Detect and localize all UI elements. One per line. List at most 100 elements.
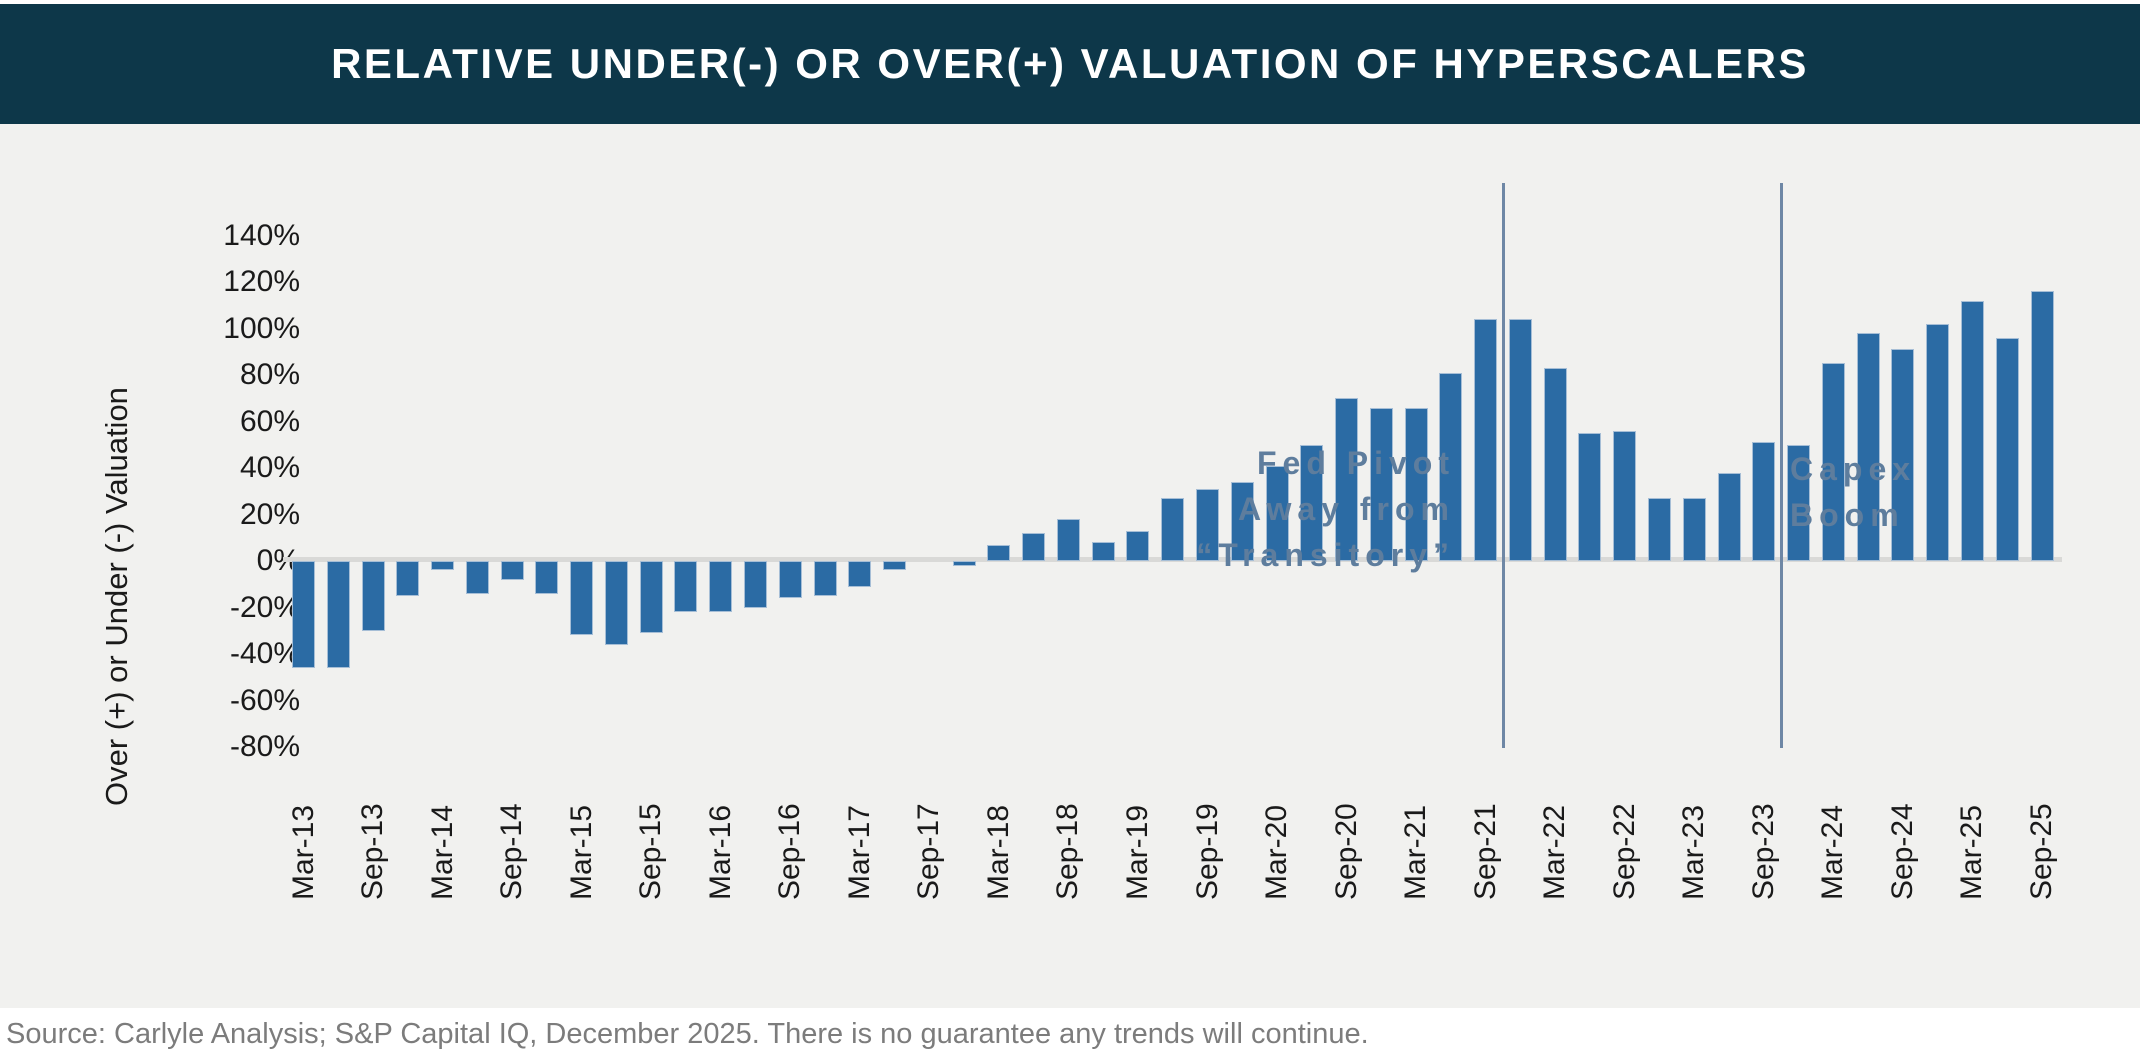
bar-Jun-15 <box>604 561 628 645</box>
bar-Mar-14 <box>431 561 455 571</box>
bar-Sep-20 <box>1335 398 1359 561</box>
bar-Mar-22 <box>1543 368 1567 561</box>
bar-Dec-17 <box>952 561 976 566</box>
bar-Jun-16 <box>744 561 767 608</box>
fed-pivot-text-line: “Transitory” <box>1196 537 1455 573</box>
bar-Sep-19 <box>1196 488 1220 561</box>
bar-Mar-25 <box>1960 300 1984 561</box>
x-tick-label: Mar-17 <box>842 804 876 900</box>
capex-boom-line <box>1779 183 1783 748</box>
x-tick-label: Mar-16 <box>703 804 737 900</box>
bar-Mar-13 <box>292 561 315 668</box>
y-tick-label: -40% <box>229 637 300 670</box>
chart-title: RELATIVE UNDER(-) OR OVER(+) VALUATION O… <box>331 40 1809 87</box>
y-tick-label: 60% <box>239 404 300 438</box>
bar-Mar-18 <box>987 544 1011 561</box>
x-tick-label: Sep-21 <box>1468 803 1502 900</box>
y-tick-label: 140% <box>223 218 300 252</box>
bar-Jun-20 <box>1300 444 1324 561</box>
x-tick-label: Sep-17 <box>912 803 946 900</box>
x-tick-label: Sep-20 <box>1329 803 1363 900</box>
fed-pivot-text-line: Fed Pivot <box>1256 445 1455 481</box>
y-tick-label: 40% <box>239 451 300 484</box>
x-tick-label: Mar-20 <box>1260 804 1294 900</box>
x-tick-label: Sep-15 <box>634 803 668 900</box>
bar-Sep-15 <box>639 561 663 634</box>
x-tick-label: Sep-22 <box>1607 803 1641 900</box>
bar-Dec-14 <box>535 561 559 594</box>
bar-Sep-18 <box>1056 519 1080 561</box>
x-tick-label: Mar-23 <box>1677 804 1711 900</box>
bar-Jun-22 <box>1578 433 1602 561</box>
source-note: Source: Carlyle Analysis; S&P Capital IQ… <box>6 1018 1369 1050</box>
bar-Jun-18 <box>1022 533 1046 561</box>
bar-Jun-24 <box>1856 333 1880 561</box>
annotation-capex-boom: Capex Boom <box>1790 446 1916 538</box>
x-tick-label: Sep-23 <box>1746 803 1780 900</box>
x-tick-label: Mar-19 <box>1120 804 1154 900</box>
bar-Sep-23 <box>1752 442 1776 561</box>
chart-header: RELATIVE UNDER(-) OR OVER(+) VALUATION O… <box>0 4 2140 124</box>
bar-Jun-23 <box>1717 472 1741 561</box>
bar-Mar-21 <box>1404 407 1428 561</box>
y-axis-title: Over (+) or Under (-) Valuation <box>99 387 134 807</box>
x-tick-label: Mar-22 <box>1538 804 1572 900</box>
bar-Sep-21 <box>1474 319 1498 561</box>
x-tick-label: Mar-18 <box>981 804 1015 900</box>
bar-Dec-18 <box>1091 542 1115 561</box>
x-tick-label: Mar-14 <box>425 804 459 900</box>
bar-Dec-23 <box>1787 444 1811 561</box>
bar-Dec-16 <box>813 561 837 596</box>
x-tick-label: Sep-19 <box>1190 803 1224 900</box>
x-tick-label: Mar-21 <box>1399 804 1433 900</box>
bar-Jun-19 <box>1161 498 1185 561</box>
bar-Sep-14 <box>500 561 524 580</box>
bar-Mar-23 <box>1682 498 1706 561</box>
y-tick-label: 80% <box>239 358 300 391</box>
bar-Jun-25 <box>1995 337 2019 561</box>
bar-Sep-22 <box>1613 430 1637 561</box>
x-tick-label: Sep-24 <box>1885 803 1919 900</box>
x-tick-label: Sep-18 <box>1051 803 1085 900</box>
bar-Mar-15 <box>570 561 594 636</box>
bar-Jun-17 <box>883 561 907 571</box>
bar-Jun-21 <box>1439 372 1463 561</box>
capex-boom-text-line: Boom <box>1790 497 1905 533</box>
bar-Jun-13 <box>326 561 350 668</box>
y-tick-label: 20% <box>239 497 300 531</box>
bar-Mar-20 <box>1265 465 1289 561</box>
x-tick-label: Mar-25 <box>1955 804 1989 900</box>
bar-Dec-24 <box>1926 323 1950 561</box>
capex-boom-text-line: Capex <box>1790 451 1917 487</box>
bar-Sep-16 <box>778 561 802 599</box>
bar-Dec-22 <box>1648 498 1672 561</box>
y-tick-label: 120% <box>223 265 300 298</box>
x-tick-label: Mar-15 <box>564 804 598 900</box>
bar-Dec-13 <box>396 561 420 596</box>
x-tick-label: Sep-16 <box>773 803 807 900</box>
x-tick-label: Sep-14 <box>495 803 529 900</box>
chart-area: Over (+) or Under (-) Valuation 140% 120%… <box>0 124 2140 1008</box>
bar-Mar-16 <box>709 561 733 613</box>
y-tick-label: -60% <box>229 683 300 717</box>
y-tick-label: 100% <box>223 311 300 345</box>
y-tick-label: -80% <box>229 730 300 763</box>
x-tick-label: Sep-13 <box>356 803 390 900</box>
y-tick-label: -20% <box>229 590 300 624</box>
bar-Mar-17 <box>848 561 872 587</box>
bar-Mar-24 <box>1821 363 1845 561</box>
bar-Dec-20 <box>1369 407 1393 561</box>
annotation-fed-pivot: Fed Pivot Away from “Transitory” <box>1196 440 1455 578</box>
x-tick-label: Mar-13 <box>286 804 320 900</box>
bar-Jun-14 <box>465 561 489 594</box>
fed-pivot-line <box>1501 183 1505 748</box>
bar-Sep-13 <box>361 561 385 631</box>
x-tick-label: Mar-24 <box>1816 804 1850 900</box>
bar-Sep-25 <box>2030 291 2054 561</box>
y-tick-label: 0% <box>256 544 300 577</box>
fed-pivot-text-line: Away from <box>1237 491 1455 527</box>
bar-Dec-19 <box>1230 481 1254 561</box>
bar-Dec-21 <box>1508 319 1532 561</box>
bar-Dec-15 <box>674 561 698 613</box>
